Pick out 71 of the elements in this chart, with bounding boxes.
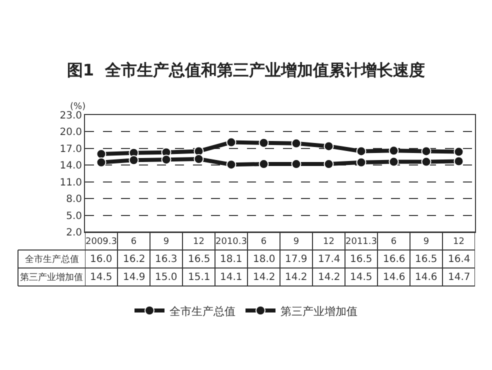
point <box>291 138 302 148</box>
y-tick-label: 5.0 <box>66 210 82 222</box>
point <box>226 137 236 148</box>
point <box>258 138 269 148</box>
point <box>421 156 432 167</box>
y-tick-label: 2.0 <box>66 228 82 238</box>
data-label: 15.0 <box>155 272 178 283</box>
x-tick-label: 9 <box>293 236 300 247</box>
point <box>128 155 139 166</box>
data-label: 16.5 <box>350 254 372 265</box>
x-tick-label: 6 <box>260 236 267 247</box>
x-tick-label: 9 <box>423 236 430 247</box>
data-label: 18.1 <box>220 254 242 265</box>
data-label: 17.4 <box>318 254 340 265</box>
point <box>421 146 432 156</box>
y-tick-label: 17.0 <box>60 144 82 155</box>
data-label: 17.9 <box>285 254 308 265</box>
point <box>388 156 399 167</box>
legend-label: 全市生产总值 <box>170 304 236 318</box>
y-tick-label: 11.0 <box>60 177 82 188</box>
y-tick-label: 14.0 <box>60 160 82 172</box>
point <box>194 154 204 164</box>
data-label: 14.2 <box>253 272 276 283</box>
point <box>356 146 366 156</box>
data-label: 14.5 <box>350 272 372 283</box>
point <box>324 141 334 152</box>
data-label: 14.2 <box>285 272 308 283</box>
y-tick-label: 8.0 <box>66 194 82 206</box>
data-label: 14.2 <box>318 272 340 283</box>
data-label: 16.6 <box>383 254 406 265</box>
data-label: 16.5 <box>188 254 210 265</box>
point <box>454 146 464 157</box>
data-label: 16.5 <box>415 254 438 265</box>
x-tick-label: 12 <box>323 236 334 247</box>
x-tick-label: 6 <box>390 236 397 247</box>
point <box>388 146 399 156</box>
x-tick-label: 2009.3 <box>86 236 117 247</box>
data-label: 14.6 <box>415 272 438 283</box>
legend-label: 第三产业增加值 <box>280 304 358 318</box>
chart-title: 图1 全市生产总值和第三产业增加值累计增长速度 <box>66 60 426 80</box>
point <box>291 159 302 170</box>
point <box>356 157 366 168</box>
data-label: 16.2 <box>123 254 146 265</box>
data-label: 14.9 <box>123 272 146 283</box>
point <box>454 156 464 166</box>
point <box>258 159 269 170</box>
x-tick-label: 12 <box>453 236 464 247</box>
x-tick-label: 2011.3 <box>346 236 377 247</box>
x-tick-label: 9 <box>163 236 170 247</box>
y-tick-label: 20.0 <box>60 127 82 138</box>
data-label: 18.0 <box>253 254 276 265</box>
text: 第三产业增加值 <box>20 273 83 283</box>
data-label: 14.6 <box>383 272 406 283</box>
data-label: 15.1 <box>188 272 210 283</box>
data-label: 16.3 <box>155 254 178 265</box>
x-tick-label: 12 <box>193 236 204 247</box>
point <box>324 159 334 170</box>
point <box>96 149 106 159</box>
x-tick-label: 6 <box>130 236 137 247</box>
point <box>161 154 172 165</box>
text: 全市生产总值 <box>25 255 79 265</box>
data-label: 16.4 <box>448 254 470 265</box>
data-label: 14.7 <box>448 272 470 283</box>
data-label: 14.5 <box>90 272 112 283</box>
point <box>96 157 106 168</box>
data-label: 14.1 <box>220 272 242 283</box>
y-axis-title: (%) <box>70 102 86 112</box>
y-tick-label: 23.0 <box>60 110 82 122</box>
x-tick-label: 2010.3 <box>216 236 247 247</box>
data-label: 16.0 <box>90 254 112 265</box>
point <box>226 160 236 170</box>
